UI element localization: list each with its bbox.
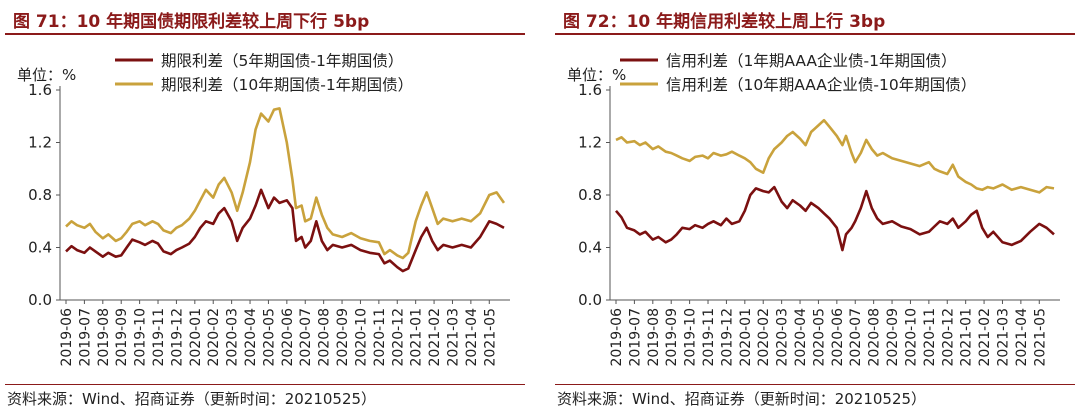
x-tick-label: 2020-08 bbox=[317, 308, 333, 367]
figure-title: 图 72：10 年期信用利差较上周上行 3bp bbox=[563, 12, 886, 32]
x-tick-label: 2020-03 bbox=[225, 308, 241, 367]
x-tick-label: 2020-08 bbox=[867, 308, 883, 367]
x-tick-label: 2021-05 bbox=[1032, 308, 1048, 367]
x-tick-label: 2020-02 bbox=[756, 308, 772, 367]
x-tick-label: 2020-11 bbox=[922, 308, 938, 367]
x-tick-label: 2021-02 bbox=[427, 308, 443, 367]
x-tick-label: 2020-10 bbox=[353, 308, 369, 367]
x-tick-label: 2020-11 bbox=[372, 308, 388, 367]
legend-label: 信用利差（1年期AAA企业债-1年期国债） bbox=[666, 52, 957, 70]
series-line-0 bbox=[65, 188, 505, 273]
y-tick-label: 0.0 bbox=[578, 291, 602, 309]
x-tick-label: 2019-08 bbox=[96, 308, 112, 367]
chart-panel-right: 图 72：10 年期信用利差较上周上行 3bp 单位：% 1.6 1.2 0.8 0.4… bbox=[555, 0, 1075, 415]
x-tick-label: 2020-09 bbox=[885, 308, 901, 367]
x-tick-label: 2020-07 bbox=[298, 308, 314, 367]
x-tick-label: 2020-06 bbox=[280, 308, 296, 367]
x-tick-label: 2021-04 bbox=[1014, 308, 1030, 367]
x-tick-label: 2020-04 bbox=[243, 308, 259, 367]
line-chart: 单位：%1.6 1.2 0.8 0.4 0.0 2019-06 2019-07 2019-08… bbox=[17, 52, 510, 367]
y-tick-label: 1.6 bbox=[28, 81, 52, 99]
x-tick-label: 2019-09 bbox=[664, 308, 680, 367]
x-tick-label: 2020-03 bbox=[775, 308, 791, 367]
x-tick-label: 2020-06 bbox=[830, 308, 846, 367]
x-tick-label: 2019-10 bbox=[683, 308, 699, 367]
unit-label: 单位：% bbox=[17, 66, 76, 84]
y-tick-label: 0.4 bbox=[578, 239, 602, 257]
x-tick-label: 2019-08 bbox=[646, 308, 662, 367]
x-tick-label: 2020-04 bbox=[793, 308, 809, 367]
y-tick-label: 0.4 bbox=[28, 239, 52, 257]
y-tick-label: 1.2 bbox=[578, 134, 602, 152]
title-rule bbox=[555, 33, 1075, 35]
series-line-0 bbox=[615, 185, 1055, 252]
x-tick-label: 2020-05 bbox=[261, 308, 277, 367]
x-tick-label: 2020-02 bbox=[206, 308, 222, 367]
x-tick-label: 2019-12 bbox=[169, 308, 185, 367]
legend-label: 期限利差（10年期国债-1年期国债） bbox=[161, 76, 413, 94]
title-rule bbox=[5, 33, 525, 35]
series-line-1 bbox=[615, 118, 1055, 194]
footer-rule bbox=[5, 384, 525, 385]
footer-rule bbox=[555, 384, 1075, 385]
x-tick-label: 2019-07 bbox=[627, 308, 643, 367]
x-tick-label: 2020-12 bbox=[940, 308, 956, 367]
x-tick-label: 2019-09 bbox=[114, 308, 130, 367]
x-tick-label: 2021-05 bbox=[482, 308, 498, 367]
x-tick-label: 2020-07 bbox=[848, 308, 864, 367]
y-tick-label: 0.8 bbox=[578, 186, 602, 204]
x-tick-label: 2019-06 bbox=[59, 308, 75, 367]
x-tick-label: 2020-12 bbox=[390, 308, 406, 367]
unit-label: 单位：% bbox=[567, 66, 626, 84]
x-tick-label: 2021-03 bbox=[995, 308, 1011, 367]
x-tick-label: 2019-11 bbox=[701, 308, 717, 367]
series-line-1 bbox=[65, 107, 506, 260]
x-tick-label: 2020-01 bbox=[188, 308, 204, 367]
y-tick-label: 0.0 bbox=[28, 291, 52, 309]
y-tick-label: 0.8 bbox=[28, 186, 52, 204]
y-tick-label: 1.2 bbox=[28, 134, 52, 152]
legend-label: 信用利差（10年期AAA企业债-10年期国债） bbox=[666, 76, 976, 94]
x-tick-label: 2020-01 bbox=[738, 308, 754, 367]
line-chart: 单位：%1.6 1.2 0.8 0.4 0.0 2019-06 2019-07 2019-08… bbox=[567, 52, 1060, 367]
legend-label: 期限利差（5年期国债-1年期国债） bbox=[161, 52, 403, 70]
chart-panel-left: 图 71：10 年期国债期限利差较上周下行 5bp 单位：% 1.6 1.2 0.8 0… bbox=[5, 0, 525, 415]
x-tick-label: 2019-07 bbox=[77, 308, 93, 367]
x-tick-label: 2019-12 bbox=[719, 308, 735, 367]
source-note: 资料来源：Wind、招商证券（更新时间：20210525） bbox=[557, 390, 927, 408]
x-tick-label: 2019-06 bbox=[609, 308, 625, 367]
source-note: 资料来源：Wind、招商证券（更新时间：20210525） bbox=[7, 390, 377, 408]
y-tick-label: 1.6 bbox=[578, 81, 602, 99]
x-tick-label: 2020-05 bbox=[811, 308, 827, 367]
x-tick-label: 2019-10 bbox=[133, 308, 149, 367]
x-tick-label: 2020-09 bbox=[335, 308, 351, 367]
x-tick-label: 2021-01 bbox=[959, 308, 975, 367]
x-tick-label: 2021-02 bbox=[977, 308, 993, 367]
x-tick-label: 2019-11 bbox=[151, 308, 167, 367]
x-tick-label: 2020-10 bbox=[903, 308, 919, 367]
x-tick-label: 2021-04 bbox=[464, 308, 480, 367]
figure-title: 图 71：10 年期国债期限利差较上周下行 5bp bbox=[13, 12, 370, 32]
x-tick-label: 2021-01 bbox=[409, 308, 425, 367]
x-tick-label: 2021-03 bbox=[445, 308, 461, 367]
